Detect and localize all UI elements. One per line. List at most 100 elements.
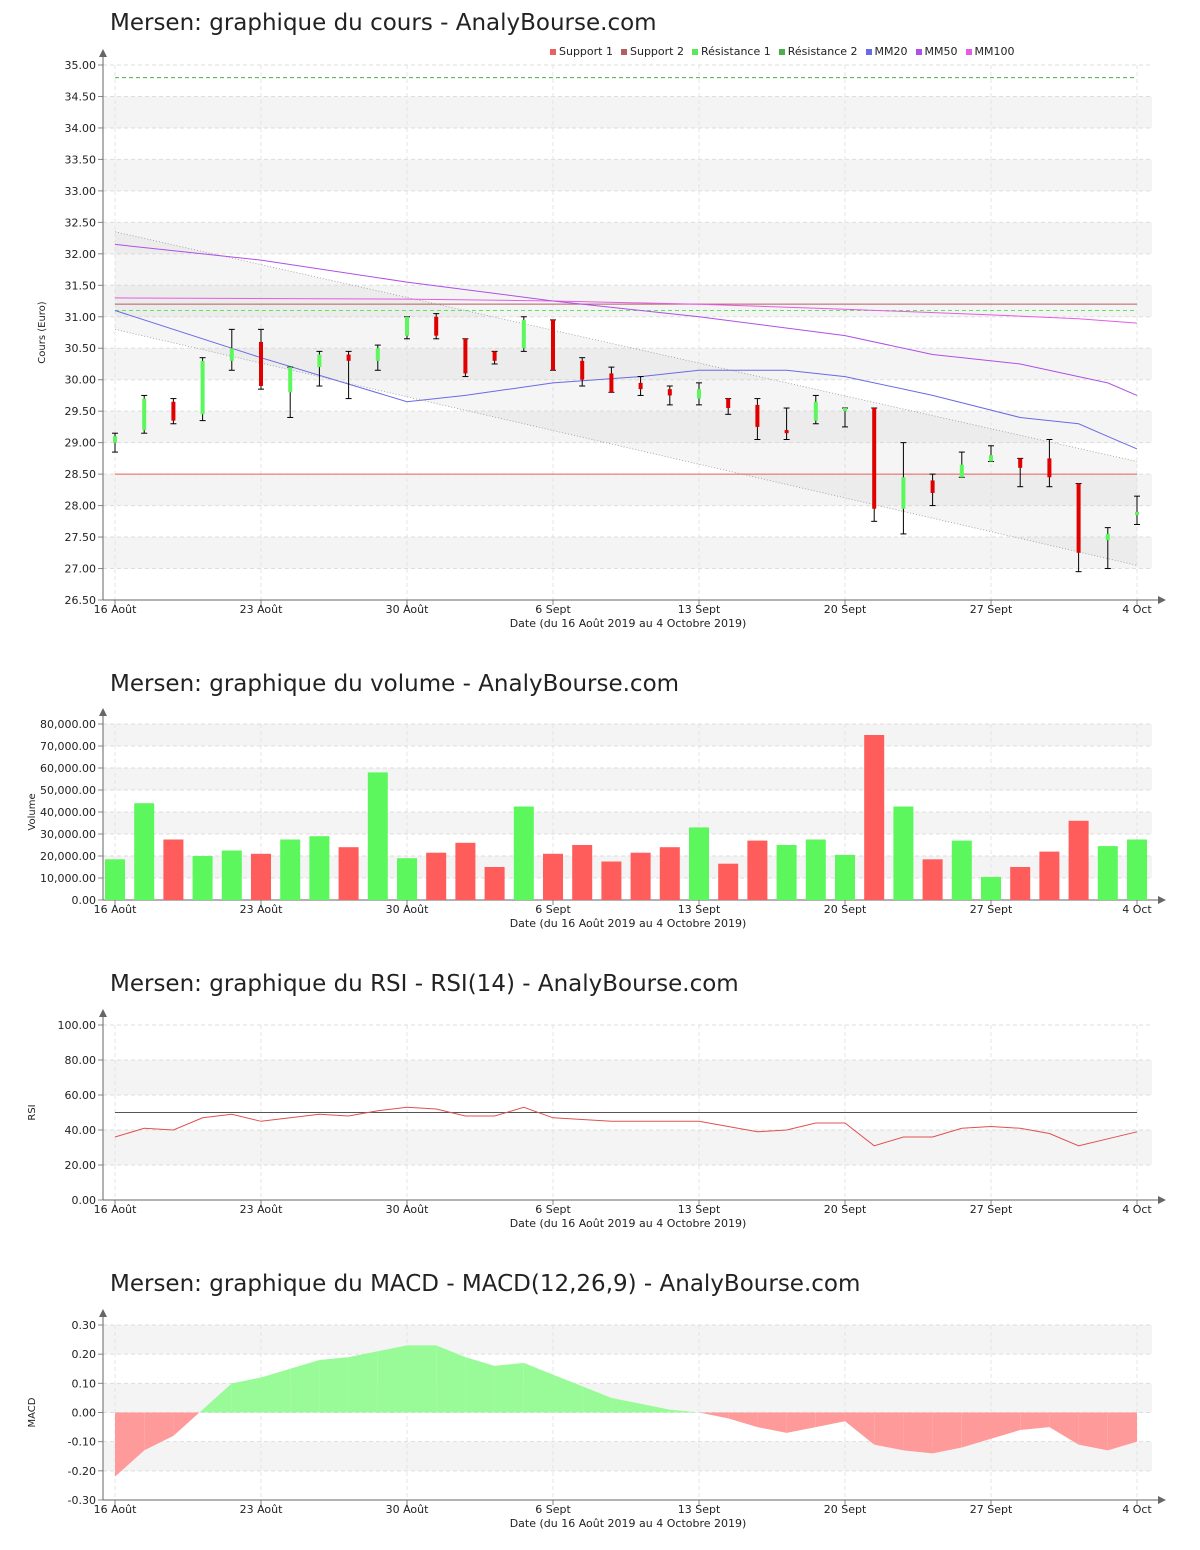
legend-mm50: MM50 <box>915 45 958 58</box>
volume-bar <box>835 854 855 900</box>
rsi-ytick-label: 60.00 <box>65 1089 97 1102</box>
price-band <box>103 348 1152 380</box>
macd-xtick-label: 4 Oct <box>1122 1503 1152 1516</box>
volume-ytick-label: 30,000.00 <box>40 828 96 841</box>
rsi-xtick-label: 16 Août <box>94 1203 138 1216</box>
candle-body <box>229 348 234 361</box>
price-xtick-label: 27 Sept <box>970 603 1013 616</box>
price-xtick-label: 4 Oct <box>1122 603 1152 616</box>
volume-panel: Mersen: graphique du volume - AnalyBours… <box>0 660 1200 940</box>
macd-area-segment <box>728 1412 758 1428</box>
rsi-ytick-label: 80.00 <box>65 1054 97 1067</box>
price-ytick-label: 31.00 <box>65 311 97 324</box>
regression-channel <box>115 231 1137 566</box>
legend-label-support1: Support 1 <box>559 45 613 58</box>
price-ytick-label: 29.50 <box>65 405 97 418</box>
candle-body <box>901 477 906 509</box>
macd-area-segment <box>582 1386 612 1413</box>
volume-bar <box>338 847 359 900</box>
candle-body <box>463 338 468 374</box>
candle-body <box>551 319 555 371</box>
candle-body <box>843 408 847 412</box>
legend-swatch-support2 <box>620 48 627 55</box>
rsi-y-axis-arrow <box>99 1009 107 1017</box>
macd-area-segment <box>494 1362 524 1413</box>
macd-area-segment <box>465 1357 495 1413</box>
volume-ytick-label: 80,000.00 <box>40 718 96 731</box>
macd-y-axis-arrow <box>99 1309 107 1317</box>
price-band <box>103 474 1152 506</box>
price-ylabel: Cours (Euro) <box>37 301 48 364</box>
candle-body <box>697 389 701 399</box>
volume-bar <box>601 861 622 900</box>
macd-chart-title: Mersen: graphique du MACD - MACD(12,26,9… <box>110 1271 861 1297</box>
candle-body <box>259 341 263 386</box>
mm20-line <box>114 310 1138 450</box>
macd-area-segment <box>640 1403 670 1413</box>
macd-area-segment <box>903 1412 933 1454</box>
volume-bar <box>1010 867 1031 900</box>
macd-xtick-label: 20 Sept <box>824 1503 867 1516</box>
macd-xtick-label: 30 Août <box>386 1503 430 1516</box>
candle-body <box>171 401 176 421</box>
price-ytick-label: 27.50 <box>65 531 97 544</box>
macd-xlabel: Date (du 16 Août 2019 au 4 Octobre 2019) <box>510 1517 747 1530</box>
price-ytick-label: 30.00 <box>65 374 97 387</box>
macd-area-segment <box>1020 1412 1050 1430</box>
legend-swatch-mm20 <box>865 48 872 55</box>
candle-body <box>113 436 117 443</box>
volume-ytick-label: 60,000.00 <box>40 762 96 775</box>
price-xtick-label: 30 Août <box>386 603 430 616</box>
volume-bar <box>747 840 768 900</box>
price-band <box>103 411 1152 443</box>
macd-area-segment <box>144 1412 174 1451</box>
volume-bar <box>1068 820 1089 900</box>
channel-lower-line <box>114 328 1138 566</box>
macd-area-segment <box>961 1412 991 1448</box>
macd-area-segment <box>845 1412 875 1445</box>
volume-bar <box>367 772 388 900</box>
candle-body <box>813 401 818 421</box>
volume-xlabel: Date (du 16 Août 2019 au 4 Octobre 2019) <box>510 917 747 930</box>
macd-area-segment <box>319 1357 349 1413</box>
price-band <box>103 285 1152 317</box>
mm50-line <box>114 243 1138 396</box>
volume-band <box>103 724 1152 746</box>
candle-body <box>346 354 351 361</box>
candle-body <box>1047 458 1052 478</box>
volume-bar <box>630 852 651 900</box>
volume-band <box>103 856 1152 878</box>
legend-label-mm50: MM50 <box>924 45 958 58</box>
macd-area-segment <box>991 1412 1021 1439</box>
price-ytick-label: 28.50 <box>65 468 97 481</box>
volume-ytick-label: 50,000.00 <box>40 784 96 797</box>
rsi-xtick-label: 23 Août <box>240 1203 284 1216</box>
candle-body <box>405 316 409 336</box>
volume-bar <box>513 806 534 900</box>
volume-ytick-label: 10,000.00 <box>40 872 96 885</box>
price-band <box>103 537 1152 569</box>
legend-support1: Support 1 <box>550 45 613 58</box>
rsi-band <box>103 1130 1152 1165</box>
volume-bar <box>805 839 826 900</box>
volume-bar <box>105 859 125 900</box>
rsi-xtick-label: 20 Sept <box>824 1203 867 1216</box>
price-xtick-label: 23 Août <box>240 603 284 616</box>
price-chart: 26.50 27.00 27.50 28.00 28.50 29.00 29.50 30.00… <box>37 49 1166 630</box>
legend-label-support2: Support 2 <box>629 45 684 58</box>
price-ytick-label: 31.50 <box>65 279 97 292</box>
volume-ytick-label: 40,000.00 <box>40 806 96 819</box>
macd-area-segment <box>173 1412 200 1436</box>
macd-ytick-label: -0.30 <box>68 1494 96 1507</box>
macd-chart: -0.30 -0.20 -0.10 0.00 0.10 0.20 0.30 16 Août 23… <box>27 1309 1166 1530</box>
rsi-xtick-label: 4 Oct <box>1122 1203 1152 1216</box>
candle-body <box>1105 533 1110 541</box>
candle-body <box>317 354 322 368</box>
volume-bar <box>192 856 213 900</box>
volume-bar <box>1097 846 1118 900</box>
rsi-chart: 0.00 20.00 40.00 60.00 80.00 100.00 16 Août 23 … <box>27 1009 1166 1230</box>
volume-xtick-label: 27 Sept <box>970 903 1013 916</box>
price-ytick-label: 30.50 <box>65 342 97 355</box>
legend-swatch-resistance1 <box>691 48 698 55</box>
candle-body <box>726 398 731 409</box>
